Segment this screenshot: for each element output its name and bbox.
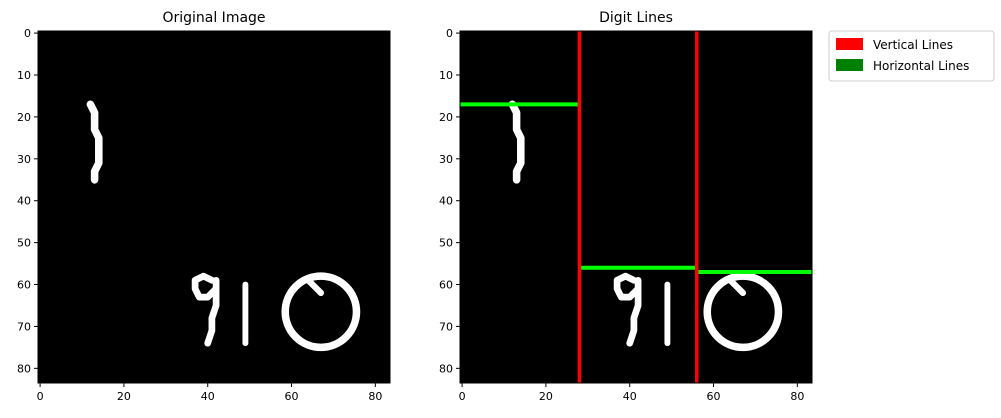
axes-frame [459,30,813,384]
x-tick-label: 60 [285,390,299,403]
y-tick-label: 80 [439,362,453,375]
x-tick-label: 40 [623,390,637,403]
x-tick-label: 20 [117,390,131,403]
x-tick-label: 20 [539,390,553,403]
y-tick-label: 10 [17,69,31,82]
x-tick-label: 0 [37,390,44,403]
digit-0-tail [305,277,325,297]
y-tick-label: 50 [439,237,453,250]
y-tick-label: 30 [17,153,31,166]
x-axis-ticks: 0 20 40 60 80 [459,383,804,403]
digit-1 [86,100,103,184]
x-tick-label: 40 [201,390,215,403]
y-tick-label: 70 [439,320,453,333]
x-tick-label: 0 [459,390,466,403]
y-tick-label: 0 [446,27,453,40]
digit-0-ellipse [703,272,783,352]
y-tick-label: 50 [17,237,31,250]
axes-frame [37,30,391,384]
y-tick-label: 0 [24,27,31,40]
legend-label-horizontal: Horizontal Lines [873,59,969,73]
y-axis-ticks: 0 10 20 30 40 50 60 70 80 [17,27,38,375]
y-tick-label: 40 [17,195,31,208]
y-tick-label: 20 [17,111,31,124]
digit-0-ellipse [281,272,361,352]
y-tick-label: 60 [17,279,31,292]
x-tick-label: 80 [790,390,804,403]
y-tick-label: 30 [439,153,453,166]
x-tick-label: 80 [368,390,382,403]
legend-swatch-horizontal [836,59,863,71]
vertical-lines [577,31,699,383]
horizontal-lines [460,102,812,274]
legend-swatch-vertical [836,38,863,50]
y-tick-label: 60 [439,279,453,292]
digit-1 [508,100,525,184]
digit-9 [613,272,642,347]
digit-strokes [86,100,361,352]
y-axis-ticks: 0 10 20 30 40 50 60 70 80 [439,27,460,375]
digit-strokes [508,100,783,352]
x-tick-label: 60 [707,390,721,403]
panel-original-image: Original Image 0 20 40 60 80 0 10 20 30 40 50 60 70… [17,10,391,403]
x-axis-ticks: 0 20 40 60 80 [37,383,382,403]
y-tick-label: 20 [439,111,453,124]
y-tick-label: 10 [439,69,453,82]
legend: Vertical Lines Horizontal Lines [828,30,995,82]
digit-9 [191,272,220,347]
panel-digit-lines: Digit Lines 0 20 40 60 80 0 10 20 30 40 50 60 70 80 [439,10,813,403]
legend-box [828,30,995,82]
panel-title: Digit Lines [599,10,673,26]
legend-label-vertical: Vertical Lines [873,38,953,52]
y-tick-label: 70 [17,320,31,333]
digit-0-tail [727,277,747,297]
panel-title: Original Image [162,10,265,26]
y-tick-label: 40 [439,195,453,208]
y-tick-label: 80 [17,362,31,375]
